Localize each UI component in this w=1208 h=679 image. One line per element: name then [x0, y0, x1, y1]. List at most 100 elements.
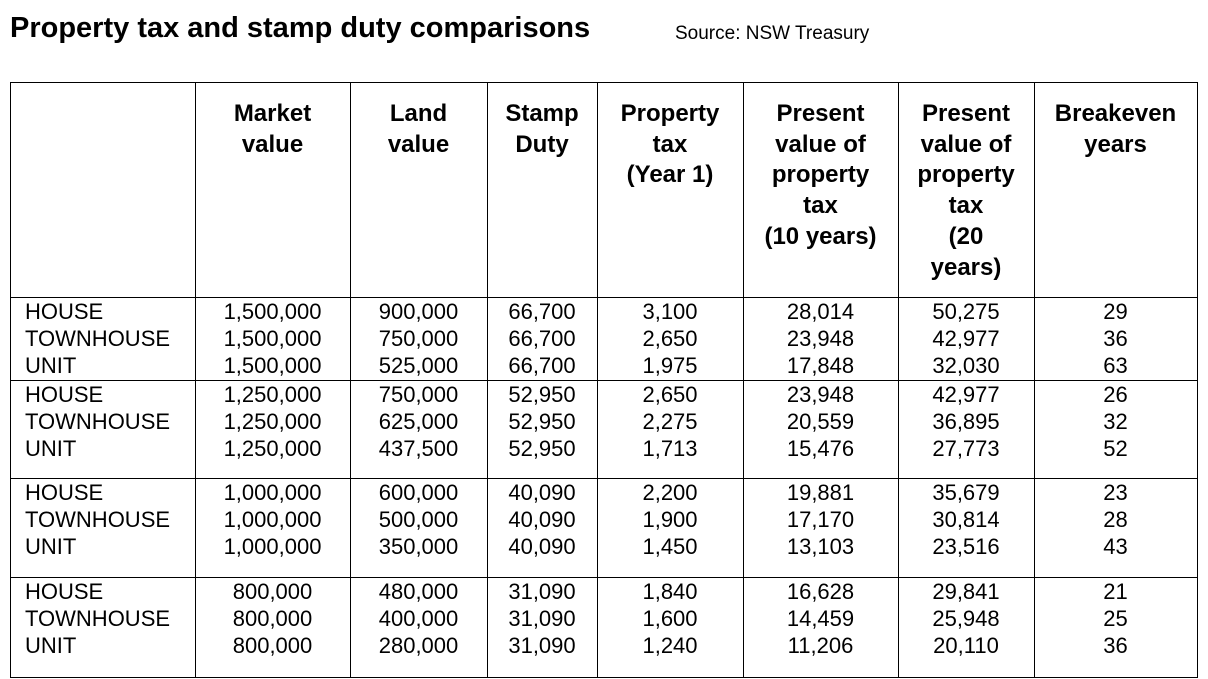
cell: 17,848	[786, 353, 855, 378]
cell: 40,090	[508, 507, 576, 532]
cell: 2,275	[642, 409, 698, 434]
cell: 1,000,000	[223, 507, 322, 532]
cell: 28,014	[786, 299, 855, 324]
row-border	[10, 380, 1198, 381]
column-header: Present	[776, 100, 865, 127]
cell: 400,000	[378, 606, 459, 631]
column-header: value	[241, 130, 304, 158]
cell: 35,679	[932, 480, 1000, 505]
cell: 16,628	[786, 579, 855, 604]
row-label: UNIT	[25, 534, 77, 559]
cell: 63	[1103, 353, 1128, 378]
column-header: Land	[389, 100, 448, 127]
cell: 1,600	[642, 606, 698, 631]
cell: 25,948	[932, 606, 1000, 631]
column-header: years)	[930, 253, 1002, 281]
cell: 525,000	[378, 353, 459, 378]
cell: 11,206	[787, 633, 854, 658]
cell: 52,950	[508, 409, 576, 434]
cell: 1,450	[642, 534, 698, 559]
cell: 15,476	[786, 436, 855, 461]
cell: 31,090	[508, 579, 576, 604]
column-header: Stamp	[505, 100, 579, 127]
cell: 27,773	[932, 436, 1000, 461]
cell: 1,975	[642, 353, 698, 378]
cell: 20,110	[933, 633, 999, 658]
row-label: UNIT	[25, 633, 77, 658]
cell: 19,881	[786, 480, 855, 505]
column-header: property	[917, 161, 1015, 189]
cell: 1,250,000	[223, 382, 322, 407]
column-header: years	[1084, 130, 1147, 158]
source: Source: NSW Treasury	[675, 23, 870, 44]
row-label: TOWNHOUSE	[25, 507, 171, 532]
column-header: Property	[620, 100, 720, 127]
cell: 1,250,000	[223, 436, 322, 461]
column-header: value of	[775, 130, 866, 158]
cell: 437,500	[378, 436, 459, 461]
cell: 750,000	[378, 326, 459, 351]
cell: 20,559	[786, 409, 855, 434]
row-label: TOWNHOUSE	[25, 326, 171, 351]
row-label: HOUSE	[25, 382, 104, 407]
cell: 13,103	[786, 534, 855, 559]
cell: 36	[1103, 633, 1128, 658]
cell: 1,250,000	[223, 409, 322, 434]
cell: 42,977	[932, 326, 1000, 351]
row-label: HOUSE	[25, 579, 104, 604]
cell: 800,000	[232, 633, 313, 658]
cell: 1,500,000	[223, 299, 322, 324]
cell: 350,000	[378, 534, 459, 559]
title: Property tax and stamp duty comparisons	[10, 12, 591, 44]
column-header: value of	[920, 130, 1012, 158]
cell: 625,000	[378, 409, 459, 434]
cell: 36,895	[932, 409, 1000, 434]
row-label: UNIT	[25, 353, 77, 378]
cell: 32,030	[932, 353, 1000, 378]
column-header: tax	[803, 192, 838, 220]
cell: 800,000	[232, 579, 313, 604]
cell: 31,090	[508, 633, 576, 658]
column-header: Market	[233, 100, 312, 127]
row-label: TOWNHOUSE	[25, 409, 171, 434]
column-header: tax	[948, 192, 984, 220]
column-header: (Year 1)	[626, 161, 714, 189]
cell: 28	[1103, 507, 1128, 532]
cell: 25	[1103, 606, 1128, 631]
cell: 50,275	[932, 299, 1000, 324]
column-header: value	[387, 130, 450, 158]
column-header: Duty	[515, 130, 569, 158]
cell: 23	[1103, 480, 1128, 505]
cell: 17,170	[786, 507, 855, 532]
cell: 52,950	[508, 436, 576, 461]
cell: 23,948	[786, 382, 855, 407]
row-label: HOUSE	[25, 299, 104, 324]
cell: 1,840	[642, 579, 698, 604]
cell: 2,650	[642, 382, 698, 407]
cell: 29,841	[932, 579, 1000, 604]
row-border	[10, 297, 1198, 298]
row-border	[10, 677, 1198, 678]
cell: 280,000	[378, 633, 459, 658]
cell: 900,000	[378, 299, 459, 324]
cell: 66,700	[508, 326, 576, 351]
column-header: tax	[652, 130, 688, 158]
row-border	[10, 478, 1198, 479]
cell: 750,000	[378, 382, 459, 407]
cell: 23,948	[786, 326, 855, 351]
cell: 42,977	[932, 382, 1000, 407]
cell: 1,000,000	[223, 534, 322, 559]
row-border	[10, 577, 1198, 578]
cell: 26	[1103, 382, 1128, 407]
cell: 40,090	[508, 480, 576, 505]
cell: 32	[1103, 409, 1128, 434]
cell: 43	[1103, 534, 1128, 559]
cell: 52	[1103, 436, 1128, 461]
column-header: Breakeven	[1054, 100, 1177, 127]
cell: 31,090	[508, 606, 576, 631]
cell: 66,700	[508, 299, 576, 324]
cell: 66,700	[508, 353, 576, 378]
cell: 52,950	[508, 382, 576, 407]
row-label: TOWNHOUSE	[25, 606, 171, 631]
